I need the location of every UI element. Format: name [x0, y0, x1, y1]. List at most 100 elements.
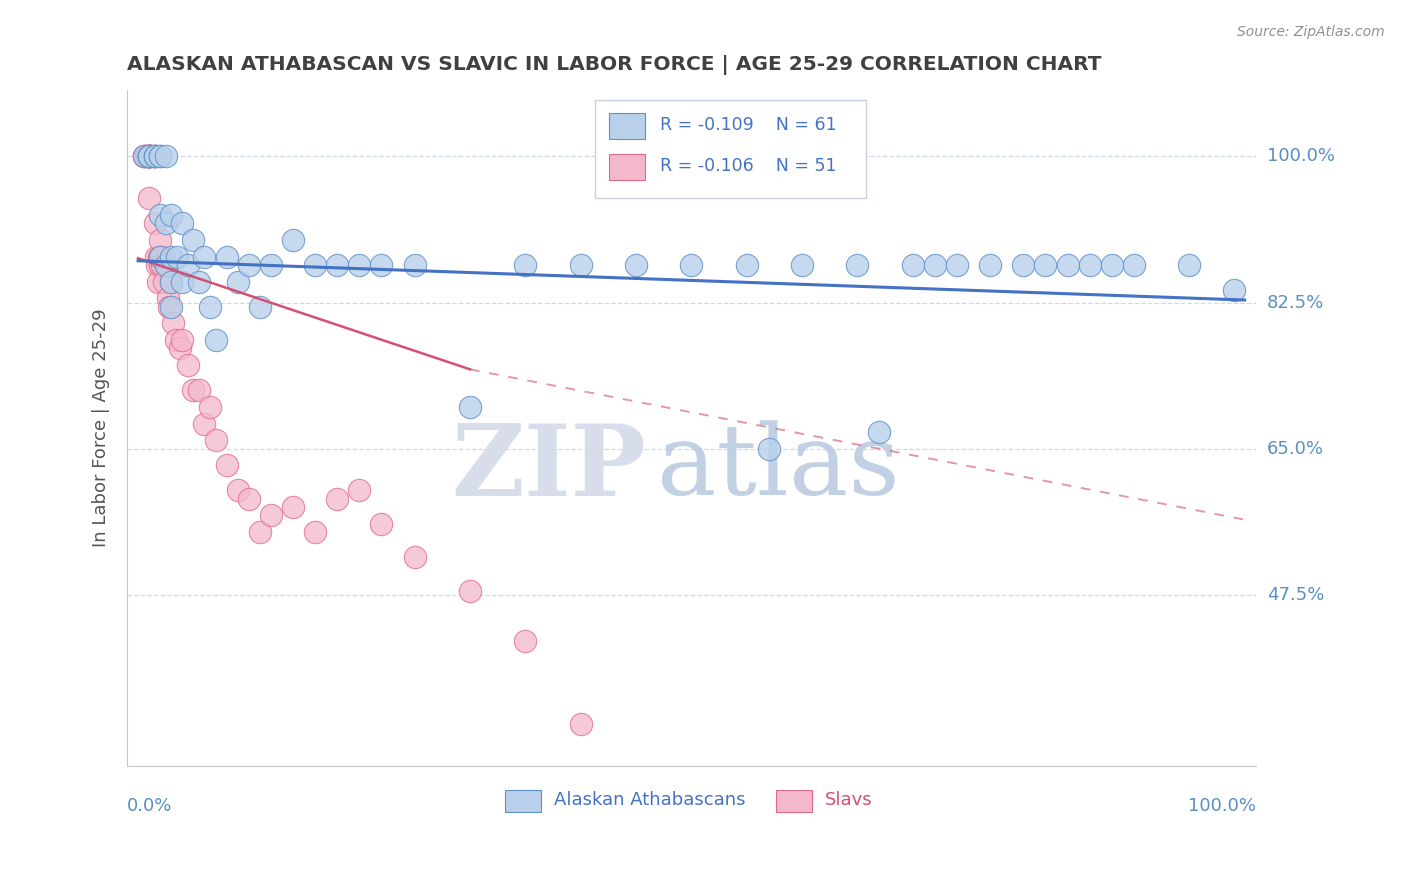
Point [1122, 258, 1144, 272]
Point [169, 342, 191, 356]
Point [155, 258, 177, 272]
Point [135, 149, 157, 163]
Text: Source: ZipAtlas.com: Source: ZipAtlas.com [1237, 25, 1385, 39]
Bar [609, 113, 645, 139]
Point [681, 258, 703, 272]
Point [141, 149, 163, 163]
Text: 47.5%: 47.5% [1267, 586, 1324, 604]
Point [868, 425, 890, 439]
Point [132, 149, 155, 163]
FancyBboxPatch shape [595, 100, 866, 198]
Point [166, 250, 188, 264]
Point [149, 149, 172, 163]
Point [183, 233, 205, 247]
Point [215, 458, 238, 473]
Point [149, 233, 172, 247]
Point [249, 525, 271, 540]
Point [132, 149, 155, 163]
Point [281, 233, 304, 247]
Point [260, 258, 283, 272]
Point [260, 508, 283, 523]
Point [160, 208, 183, 222]
Bar [609, 153, 645, 179]
Point [187, 383, 209, 397]
Point [924, 258, 946, 272]
Point [146, 258, 169, 272]
Point [155, 258, 177, 272]
Point [145, 250, 167, 264]
Point [1178, 258, 1201, 272]
Bar [776, 790, 813, 812]
Point [165, 333, 187, 347]
Point [155, 216, 177, 230]
Point [193, 417, 215, 431]
Point [326, 491, 349, 506]
Text: Alaskan Athabascans: Alaskan Athabascans [554, 791, 745, 809]
Point [1101, 258, 1123, 272]
Point [198, 400, 221, 414]
Text: 100.0%: 100.0% [1188, 797, 1256, 814]
Point [141, 149, 163, 163]
Point [846, 258, 869, 272]
Text: 0.0%: 0.0% [127, 797, 173, 814]
Point [790, 258, 813, 272]
Point [160, 250, 183, 264]
Text: ZIP: ZIP [451, 420, 647, 516]
Point [226, 483, 249, 498]
Text: atlas: atlas [658, 420, 900, 516]
Point [143, 149, 166, 163]
Point [143, 149, 166, 163]
Text: Slavs: Slavs [824, 791, 872, 809]
Point [162, 317, 184, 331]
Text: ALASKAN ATHABASCAN VS SLAVIC IN LABOR FORCE | AGE 25-29 CORRELATION CHART: ALASKAN ATHABASCAN VS SLAVIC IN LABOR FO… [127, 55, 1101, 75]
Point [226, 275, 249, 289]
Text: R = -0.106    N = 51: R = -0.106 N = 51 [659, 157, 837, 175]
Text: 65.0%: 65.0% [1267, 440, 1324, 458]
Point [177, 358, 200, 372]
Point [215, 250, 238, 264]
Point [160, 275, 183, 289]
Point [187, 275, 209, 289]
Point [172, 216, 194, 230]
Point [193, 250, 215, 264]
Point [143, 216, 166, 230]
Point [149, 208, 172, 222]
Point [326, 258, 349, 272]
Point [304, 525, 326, 540]
Y-axis label: In Labor Force | Age 25-29: In Labor Force | Age 25-29 [93, 309, 110, 547]
Point [624, 258, 647, 272]
Point [349, 483, 371, 498]
Point [198, 300, 221, 314]
Point [204, 333, 226, 347]
Point [132, 149, 155, 163]
Point [138, 149, 160, 163]
Point [281, 500, 304, 515]
Point [946, 258, 969, 272]
Point [1222, 283, 1244, 297]
Point [177, 258, 200, 272]
Point [758, 442, 780, 456]
Point [157, 300, 180, 314]
Point [149, 250, 172, 264]
Point [136, 149, 159, 163]
Point [138, 191, 160, 205]
Point [152, 258, 174, 272]
Point [160, 300, 183, 314]
Point [569, 258, 592, 272]
Point [183, 383, 205, 397]
Point [1078, 258, 1101, 272]
Point [901, 258, 924, 272]
Point [148, 250, 170, 264]
Point [458, 583, 481, 598]
Point [204, 434, 226, 448]
Bar [505, 790, 541, 812]
Point [138, 149, 160, 163]
Point [1056, 258, 1078, 272]
Point [135, 149, 157, 163]
Point [155, 149, 177, 163]
Point [458, 400, 481, 414]
Point [149, 149, 172, 163]
Point [138, 149, 160, 163]
Point [1012, 258, 1035, 272]
Point [138, 149, 160, 163]
